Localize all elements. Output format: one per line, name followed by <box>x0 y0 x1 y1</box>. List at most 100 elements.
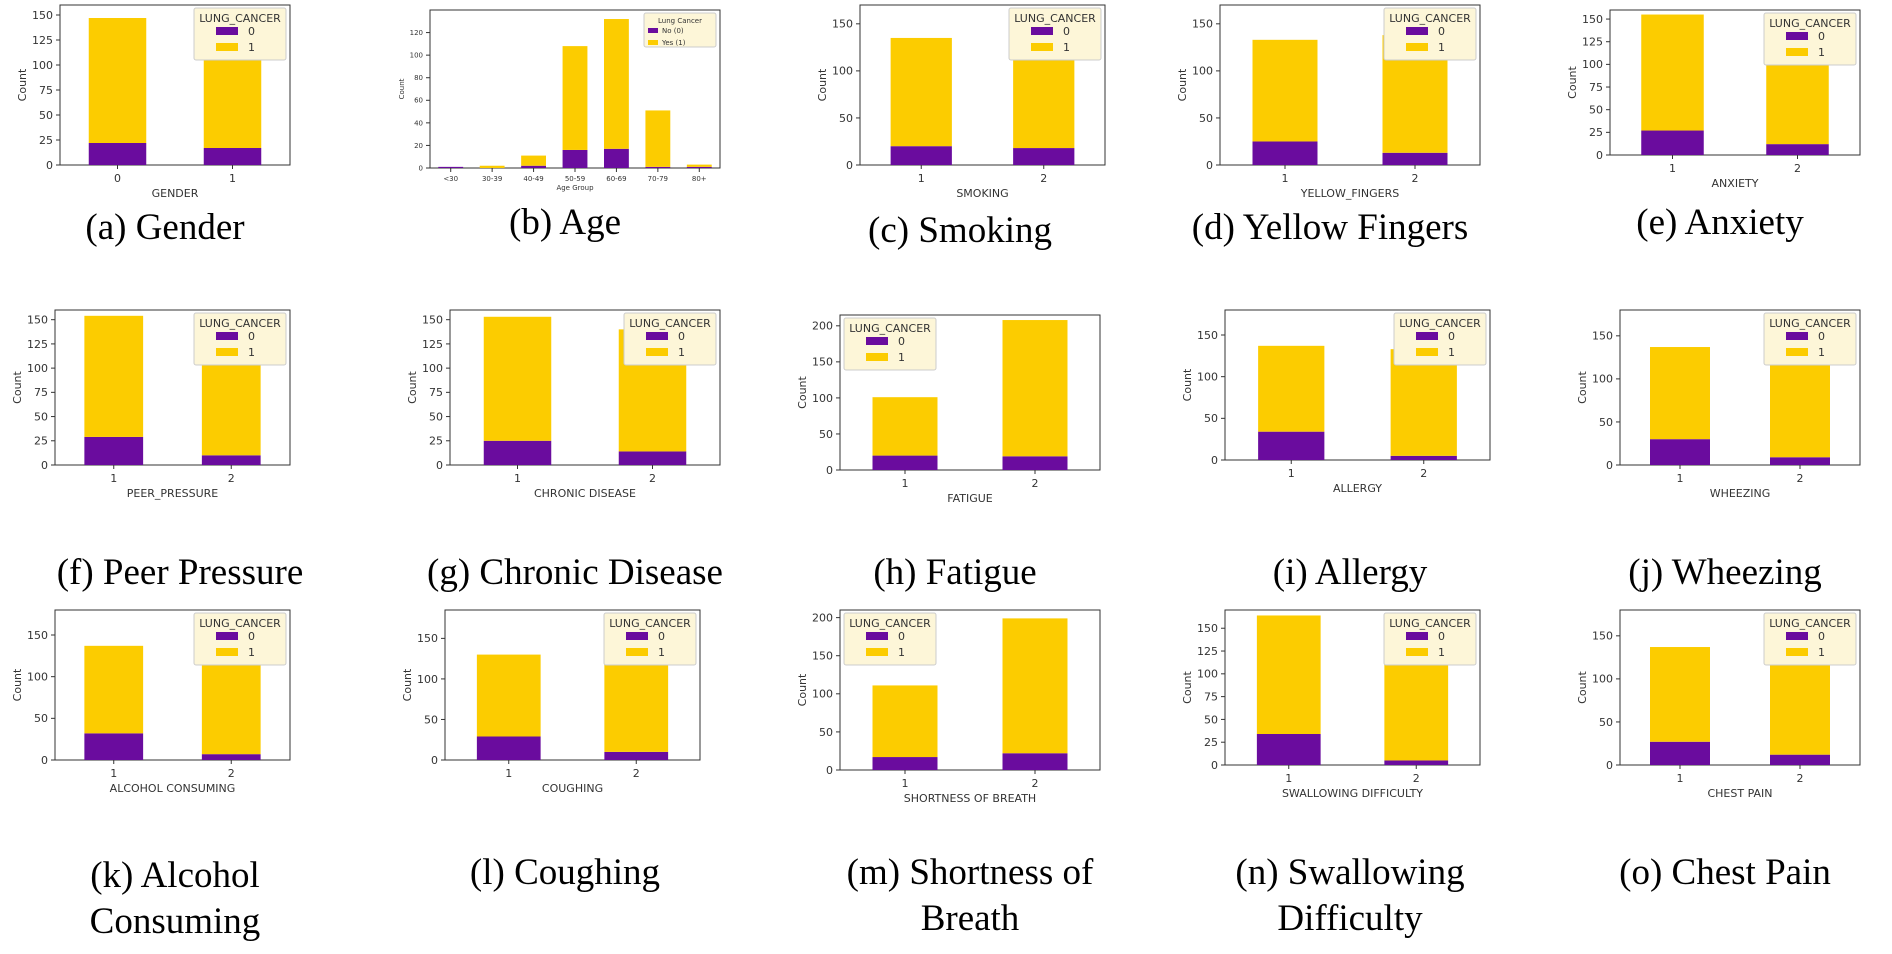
y-tick-label: 50 <box>34 712 48 725</box>
panel-caption: (j) Wheezing <box>1628 552 1822 593</box>
legend-entry: 0 <box>678 330 685 343</box>
y-tick-label: 80 <box>414 74 423 82</box>
chart-panel: 0 25 50 75 100 125 150 Count 1 2 CHRONIC DISEASE LU… <box>400 305 730 600</box>
panel-caption: (a) Gender <box>85 207 245 248</box>
chart-panel: 0 50 100 150 200 Count 1 2 SHORTNESS OF BREATH LU… <box>790 605 1120 950</box>
legend-swatch <box>216 648 238 656</box>
x-axis-label: GENDER <box>152 187 199 200</box>
chart-panel: 0 25 50 75 100 125 150 Count 1 2 ANXIETY LUNG_CANCE… <box>1560 0 1890 250</box>
legend-swatch <box>1406 632 1428 640</box>
legend-entry: 1 <box>1063 41 1070 54</box>
legend-entry: 0 <box>1818 630 1825 643</box>
y-tick-label: 150 <box>1192 18 1213 31</box>
x-tick-label: 2 <box>1412 172 1419 185</box>
legend-title: LUNG_CANCER <box>199 317 281 330</box>
bar-class-1 <box>483 316 552 441</box>
y-axis-label: Count <box>406 370 419 403</box>
legend-title: LUNG_CANCER <box>1389 12 1471 25</box>
chart-panel: 0 50 100 150 Count 1 2 WHEEZING LUNG_CANCER 0 1 (j)… <box>1560 305 1890 600</box>
bar-class-1 <box>686 164 712 167</box>
y-tick-label: 100 <box>1592 373 1613 386</box>
bar-class-1 <box>1770 648 1830 755</box>
y-tick-label: 100 <box>832 65 853 78</box>
plot-frame <box>449 309 721 466</box>
y-tick-label: 0 <box>46 159 53 172</box>
y-tick-label: 0 <box>1606 759 1613 772</box>
y-tick-label: 0 <box>1211 759 1218 772</box>
x-axis-label: WHEEZING <box>1710 487 1771 500</box>
x-tick-label: 1 <box>505 767 512 780</box>
plot-frame <box>1219 4 1481 166</box>
legend-swatch <box>626 648 648 656</box>
y-tick-label: 125 <box>27 338 48 351</box>
bar-class-1 <box>1002 320 1068 457</box>
bar-class-0 <box>1650 741 1710 765</box>
x-tick-label: 2 <box>1032 777 1039 790</box>
y-tick-label: 150 <box>1197 622 1218 635</box>
legend-entry: 1 <box>248 346 255 359</box>
legend-swatch <box>216 332 238 340</box>
bar-class-1 <box>890 37 952 147</box>
bar-class-0 <box>604 148 629 168</box>
panel-caption: (n) Swallowing Difficulty <box>1235 852 1465 939</box>
y-tick-label: 75 <box>1204 690 1218 703</box>
y-tick-label: 75 <box>39 84 53 97</box>
chart-plot: 0 25 50 75 100 125 150 Count 1 2 SWALLOWING DIFFIC… <box>1181 609 1481 800</box>
legend-swatch <box>866 353 888 361</box>
legend-entry: 0 <box>1438 630 1445 643</box>
plot-frame <box>59 4 291 166</box>
y-tick-label: 25 <box>39 134 53 147</box>
bar-class-0 <box>562 149 588 168</box>
panel-caption: (o) Chest Pain <box>1619 852 1831 893</box>
y-tick-label: 40 <box>414 119 423 127</box>
legend-swatch <box>866 648 888 656</box>
x-tick-label: 2 <box>1420 467 1427 480</box>
x-tick-label: 2 <box>1413 772 1420 785</box>
y-tick-label: 100 <box>27 671 48 684</box>
x-axis-label: Age Group <box>556 184 594 192</box>
x-tick-label: 2 <box>633 767 640 780</box>
y-tick-label: 0 <box>826 764 833 777</box>
y-axis-label: Count <box>11 370 24 403</box>
panel-caption: (c) Smoking <box>868 210 1052 251</box>
plot-frame <box>1619 309 1861 466</box>
legend-swatch <box>216 27 238 35</box>
legend-swatch <box>1031 27 1053 35</box>
y-tick-label: 0 <box>431 754 438 767</box>
y-tick-label: 50 <box>39 109 53 122</box>
legend-entry: 1 <box>1438 646 1445 659</box>
bar-class-1 <box>476 654 541 737</box>
bar-class-1 <box>562 46 588 150</box>
legend-swatch <box>1031 43 1053 51</box>
bar-class-0 <box>1766 144 1829 155</box>
panel-caption: (f) Peer Pressure <box>56 552 304 593</box>
chart-panel: 0 20 40 60 80 100 120 Count <30 30-39 40-49 50-59 60… <box>398 0 730 250</box>
legend-title: LUNG_CANCER <box>1014 12 1096 25</box>
y-tick-label: 100 <box>1592 673 1613 686</box>
y-tick-label: 100 <box>32 59 53 72</box>
legend-title: LUNG_CANCER <box>1769 17 1851 30</box>
bar-class-0 <box>84 733 144 760</box>
y-tick-label: 50 <box>1204 713 1218 726</box>
legend-title: Lung Cancer <box>658 17 702 25</box>
x-tick-label: 1 <box>110 767 117 780</box>
legend-entry: 1 <box>658 646 665 659</box>
bar-class-0 <box>1770 457 1830 465</box>
legend-swatch <box>866 337 888 345</box>
y-tick-label: 120 <box>410 29 423 37</box>
y-tick-label: 25 <box>1204 736 1218 749</box>
legend-entry: 1 <box>1438 41 1445 54</box>
chart-panel: 0 50 100 150 Count 1 2 COUGHING LUNG_CANCER 0 1 (l)… <box>400 605 730 900</box>
bar-class-1 <box>1258 345 1325 432</box>
y-tick-label: 150 <box>1197 329 1218 342</box>
bar-class-0 <box>1382 152 1448 165</box>
y-tick-label: 0 <box>419 164 423 172</box>
legend-swatch <box>646 348 668 356</box>
legend-title: LUNG_CANCER <box>199 617 281 630</box>
legend-entry: 0 <box>248 25 255 38</box>
y-tick-label: 50 <box>34 410 48 423</box>
bar-class-1 <box>645 110 671 167</box>
